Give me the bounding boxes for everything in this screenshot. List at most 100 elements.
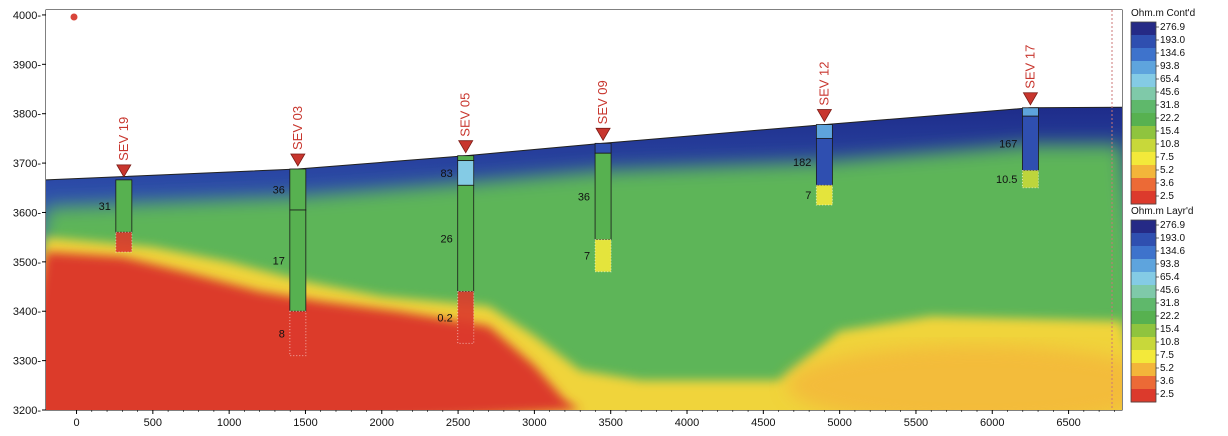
colorbar-label: 3.6 (1160, 178, 1174, 189)
red-zone (46, 252, 581, 410)
layer-resistivity-label: 8 (279, 328, 285, 340)
x-tick-label: 0 (73, 417, 79, 429)
sounding-layer (594, 152, 612, 241)
sounding-marker-icon (290, 153, 306, 167)
colorbar-swatch (1131, 152, 1156, 166)
x-tick-label: 5500 (904, 417, 928, 429)
sounding-layer (115, 179, 133, 233)
colorbar-label: 15.4 (1160, 126, 1180, 137)
colorbar-swatch (1131, 220, 1156, 234)
layer-resistivity-label: 7 (805, 190, 811, 202)
colorbar-label: 193.0 (1160, 233, 1185, 244)
y-tick-label: 3900- (13, 59, 41, 71)
resistivity-fill (46, 10, 1122, 410)
orange-zone (787, 345, 1122, 410)
colorbar-title: Ohm.m Cont'd (1131, 8, 1195, 19)
layer-resistivity-label: 36 (273, 185, 285, 197)
sounding-name-label: SEV 09 (595, 80, 610, 124)
colorbars: Ohm.m Cont'd 276.9 193.0 134.6 93.8 65.4 45.6 3… (1130, 8, 1195, 403)
colorbar-swatch (1131, 139, 1156, 153)
sounding-name-label: SEV 19 (116, 117, 131, 161)
x-tick-label: 5000 (827, 417, 851, 429)
sounding-layer (816, 185, 833, 206)
x-tick-label: 6000 (980, 417, 1004, 429)
x-tick-label: 3000 (522, 417, 546, 429)
sounding-layer (289, 209, 307, 312)
colorbar-swatch (1131, 259, 1156, 273)
colorbar-swatch (1131, 100, 1156, 114)
sounding-marker-icon (595, 127, 611, 142)
colorbar-swatch (1131, 350, 1156, 364)
colorbar-swatch (1131, 285, 1156, 299)
layer-resistivity-label: 36 (578, 191, 590, 203)
layer-resistivity-label: 83 (440, 168, 452, 180)
colorbar-swatch (1131, 298, 1156, 312)
sounding-marker-icon (1022, 92, 1039, 106)
colorbar-label: 22.2 (1160, 311, 1180, 322)
colorbar-label: 193.0 (1160, 35, 1185, 46)
colorbar-label: 31.8 (1160, 100, 1180, 111)
sounding-marker-icon (458, 140, 474, 154)
y-tick-label: 3500- (13, 257, 41, 269)
colorbar-label: 2.5 (1160, 389, 1174, 400)
x-tick-label: 3500 (598, 417, 622, 429)
colorbar-swatch (1131, 178, 1156, 192)
sounding-layer-hatch (1021, 169, 1039, 189)
air-zone (46, 10, 1122, 180)
colorbar-swatch (1131, 126, 1156, 140)
colorbar-label: 15.4 (1160, 324, 1180, 335)
x-tick-label: 6500 (1056, 417, 1080, 429)
x-tick-label: 4500 (751, 417, 775, 429)
layer-resistivity-label: 10.5 (996, 174, 1017, 186)
colorbar-swatch (1131, 22, 1156, 36)
colorbar-label: 134.6 (1160, 48, 1185, 59)
y-tick-label: 3600- (13, 207, 41, 219)
y-tick-label: 4000- (13, 10, 41, 22)
colorbar-swatch (1131, 311, 1156, 325)
colorbar-label: 10.8 (1160, 139, 1180, 150)
sounding-layer (815, 137, 833, 186)
sounding-layer (457, 155, 475, 162)
sounding-sev-05: 83 26 0.2 SEV 05 (437, 93, 475, 344)
layer-resistivity-label: 31 (99, 201, 111, 213)
sounding-layer (1022, 107, 1039, 117)
y-tick-label: 3300- (13, 356, 41, 368)
colorbar-label: 276.9 (1160, 22, 1185, 33)
sounding-name-label: SEV 17 (1022, 45, 1037, 89)
colorbar-swatch (1131, 233, 1156, 247)
sounding-layer (457, 160, 475, 186)
y-tick-label: 3400- (13, 306, 41, 318)
sounding-sev-12: 182 7 SEV 12 (793, 61, 833, 206)
sounding-layer (1022, 115, 1039, 171)
sounding-layer (1022, 170, 1039, 188)
sounding-name-label: SEV 05 (458, 93, 473, 137)
colorbar-swatch (1131, 113, 1156, 127)
layer-resistivity-label: 182 (793, 157, 811, 169)
colorbar-label: 31.8 (1160, 298, 1180, 309)
sounding-layer (115, 232, 132, 252)
sounding-layer (289, 311, 306, 356)
colorbar-label: 5.2 (1160, 363, 1174, 374)
sounding-marker-icon (816, 109, 833, 123)
layer-resistivity-label: 0.2 (437, 312, 452, 324)
colorbar-label: 2.5 (1160, 191, 1174, 202)
colorbar-swatch (1131, 191, 1156, 205)
colorbar-label: 93.8 (1160, 61, 1180, 72)
colorbar-frame (1130, 219, 1157, 403)
soundings: 31 SEV 19 36 17 8 SEV 03 83 26 0.2 SEV 05 36 7 SEV 0… (99, 45, 1039, 357)
colorbar-label: 45.6 (1160, 285, 1180, 296)
layer-resistivity-label: 167 (999, 138, 1017, 150)
sounding-sev-19: 31 SEV 19 (99, 117, 133, 253)
colorbar-swatch (1131, 324, 1156, 338)
sounding-sev-17: 167 10.5 SEV 17 (996, 45, 1039, 189)
colorbar-swatch (1131, 87, 1156, 101)
colorbar-label: 22.2 (1160, 113, 1180, 124)
colorbar-swatch (1131, 74, 1156, 88)
colorbar-swatch (1131, 246, 1156, 260)
sounding-name-label: SEV 03 (290, 106, 305, 150)
colorbar-label: 134.6 (1160, 246, 1185, 257)
colorbar-label: 10.8 (1160, 337, 1180, 348)
y-tick-label: 3800- (13, 109, 41, 121)
colorbar-label: 7.5 (1160, 350, 1174, 361)
colorbar-label: 65.4 (1160, 74, 1180, 85)
